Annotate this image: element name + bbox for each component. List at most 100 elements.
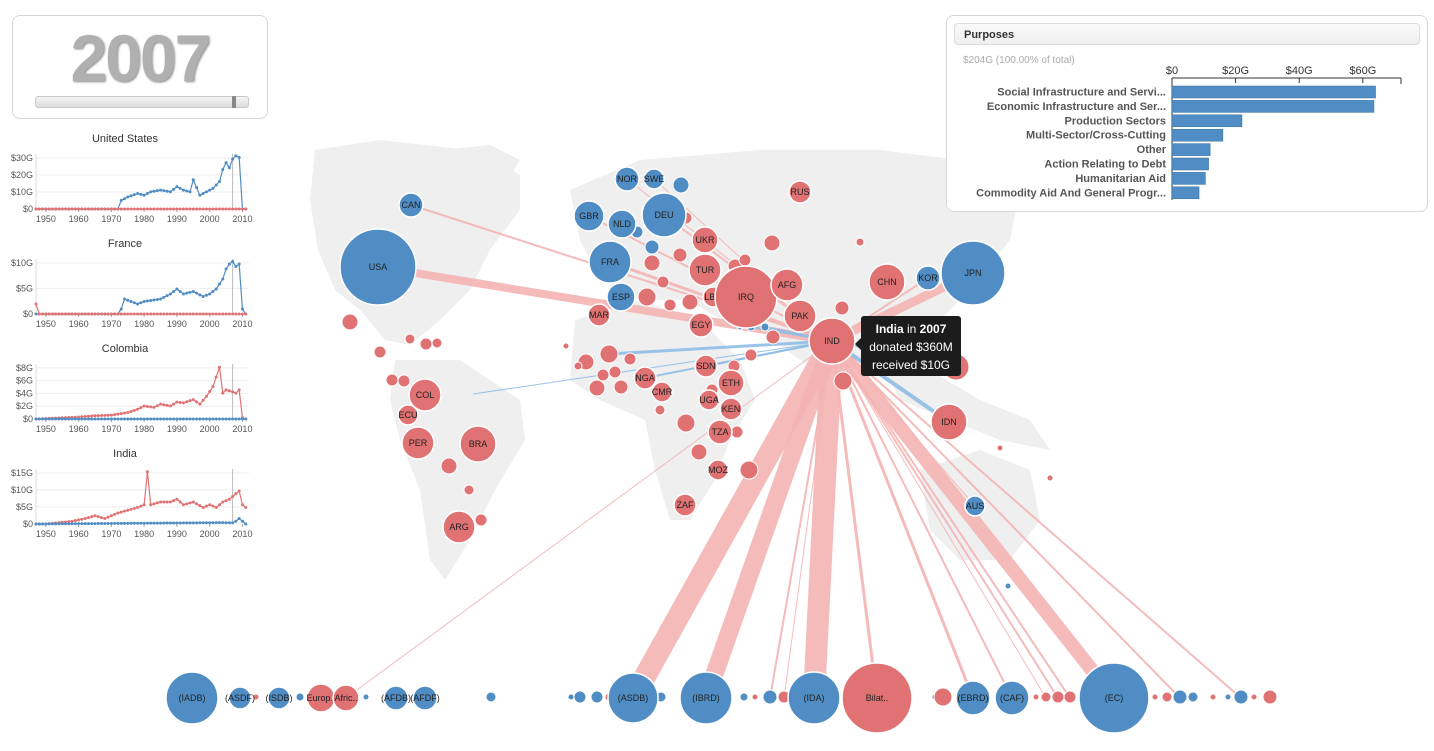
minor-org-bubble[interactable]	[1224, 693, 1232, 701]
minor-country-bubble[interactable]	[404, 333, 416, 345]
org-bubble[interactable]	[679, 671, 733, 725]
minor-org-bubble[interactable]	[295, 692, 305, 702]
country-bubble-zaf[interactable]	[673, 493, 697, 517]
minor-country-bubble[interactable]	[1046, 474, 1054, 482]
country-bubble-can[interactable]	[398, 192, 424, 218]
org-bubble[interactable]	[787, 671, 841, 725]
country-bubble-fra[interactable]	[588, 240, 632, 284]
country-bubble-deu[interactable]	[641, 192, 687, 238]
purposes-category-label[interactable]: Production Sectors	[1065, 115, 1166, 127]
minor-country-bubble[interactable]	[730, 425, 744, 439]
minor-country-bubble[interactable]	[644, 239, 660, 255]
country-bubble-aus[interactable]	[964, 495, 986, 517]
purposes-bar[interactable]	[1171, 172, 1206, 185]
minor-country-bubble[interactable]	[654, 404, 666, 416]
minor-org-bubble[interactable]	[933, 687, 953, 707]
minor-org-bubble[interactable]	[1209, 693, 1217, 701]
minor-country-bubble[interactable]	[672, 176, 690, 194]
country-bubble-egy[interactable]	[688, 312, 714, 338]
country-bubble-per[interactable]	[401, 426, 435, 460]
minor-country-bubble[interactable]	[760, 322, 770, 332]
minor-country-bubble[interactable]	[397, 374, 411, 388]
minor-country-bubble[interactable]	[474, 513, 488, 527]
minor-country-bubble[interactable]	[676, 413, 696, 433]
purposes-bar[interactable]	[1171, 157, 1209, 171]
org-bubble[interactable]	[841, 662, 913, 734]
minor-country-bubble[interactable]	[588, 379, 606, 397]
minor-org-bubble[interactable]	[1233, 689, 1249, 705]
country-bubble-chn[interactable]	[868, 263, 906, 301]
country-bubble-rus[interactable]	[788, 180, 812, 204]
minor-org-bubble[interactable]	[573, 690, 587, 704]
minor-org-bubble[interactable]	[567, 693, 575, 701]
minor-org-bubble[interactable]	[1172, 689, 1188, 705]
country-bubble-uga[interactable]	[698, 389, 720, 411]
country-bubble-afg[interactable]	[770, 268, 804, 302]
country-bubble-col[interactable]	[408, 378, 442, 412]
minor-country-bubble[interactable]	[739, 460, 759, 480]
minor-country-bubble[interactable]	[385, 373, 399, 387]
country-bubble-tur[interactable]	[688, 253, 722, 287]
minor-org-bubble[interactable]	[1051, 690, 1065, 704]
year-slider[interactable]	[35, 96, 249, 108]
purposes-bar[interactable]	[1171, 128, 1224, 142]
purposes-bar[interactable]	[1171, 114, 1243, 128]
minor-country-bubble[interactable]	[996, 444, 1004, 452]
minor-country-bubble[interactable]	[596, 368, 610, 382]
country-bubble-mar[interactable]	[587, 303, 611, 327]
purposes-category-label[interactable]: Multi-Sector/Cross-Cutting	[1026, 130, 1166, 142]
purposes-category-label[interactable]: Other	[1137, 144, 1167, 156]
minor-country-bubble[interactable]	[562, 342, 570, 350]
minor-org-bubble[interactable]	[590, 690, 604, 704]
minor-country-bubble[interactable]	[643, 254, 661, 272]
minor-country-bubble[interactable]	[834, 300, 850, 316]
minor-country-bubble[interactable]	[738, 253, 752, 267]
minor-country-bubble[interactable]	[463, 484, 475, 496]
country-bubble-ukr[interactable]	[691, 226, 719, 254]
minor-country-bubble[interactable]	[373, 345, 387, 359]
minor-org-bubble[interactable]	[1250, 693, 1258, 701]
country-bubble-nor[interactable]	[614, 166, 640, 192]
minor-country-bubble[interactable]	[663, 298, 677, 312]
country-bubble-cmr[interactable]	[651, 381, 673, 403]
minor-country-bubble[interactable]	[341, 313, 359, 331]
country-bubble-ecu[interactable]	[397, 404, 419, 426]
minor-country-bubble[interactable]	[1004, 582, 1012, 590]
country-bubble-tza[interactable]	[707, 419, 733, 445]
minor-org-bubble[interactable]	[751, 693, 759, 701]
org-bubble[interactable]	[228, 686, 252, 710]
country-bubble-jpn[interactable]	[940, 240, 1006, 306]
org-bubble[interactable]	[1078, 662, 1150, 734]
org-bubble[interactable]	[267, 686, 291, 710]
year-slider-handle[interactable]	[232, 96, 236, 108]
minor-org-bubble[interactable]	[485, 691, 497, 703]
purposes-category-label[interactable]: Economic Infrastructure and Ser...	[987, 101, 1166, 113]
purposes-category-label[interactable]: Humanitarian Aid	[1075, 173, 1166, 185]
country-bubble-usa[interactable]	[339, 228, 417, 306]
country-bubble-moz[interactable]	[707, 459, 729, 481]
country-bubble-eth[interactable]	[717, 369, 745, 397]
minor-org-bubble[interactable]	[1161, 691, 1173, 703]
minor-org-bubble[interactable]	[1032, 693, 1040, 701]
minor-org-bubble[interactable]	[1187, 691, 1199, 703]
purposes-bar[interactable]	[1171, 85, 1376, 99]
minor-country-bubble[interactable]	[608, 365, 622, 379]
purposes-bar[interactable]	[1171, 143, 1211, 156]
org-bubble[interactable]	[607, 672, 659, 724]
minor-org-bubble[interactable]	[1063, 690, 1077, 704]
purposes-category-label[interactable]: Social Infrastructure and Servi...	[997, 87, 1166, 99]
minor-country-bubble[interactable]	[744, 348, 758, 362]
purposes-category-label[interactable]: Commodity Aid And General Progr...	[976, 187, 1166, 199]
country-bubble-gbr[interactable]	[573, 200, 605, 232]
country-bubble-esp[interactable]	[606, 282, 636, 312]
minor-country-bubble[interactable]	[833, 371, 853, 391]
country-bubble-idn[interactable]	[930, 403, 968, 441]
country-bubble-ken[interactable]	[719, 397, 743, 421]
org-bubble[interactable]	[955, 680, 991, 716]
minor-country-bubble[interactable]	[855, 237, 865, 247]
org-bubble[interactable]	[383, 685, 409, 711]
country-bubble-nga[interactable]	[633, 366, 657, 390]
org-bubble[interactable]	[165, 671, 219, 725]
minor-country-bubble[interactable]	[419, 337, 433, 351]
minor-country-bubble[interactable]	[763, 234, 781, 252]
